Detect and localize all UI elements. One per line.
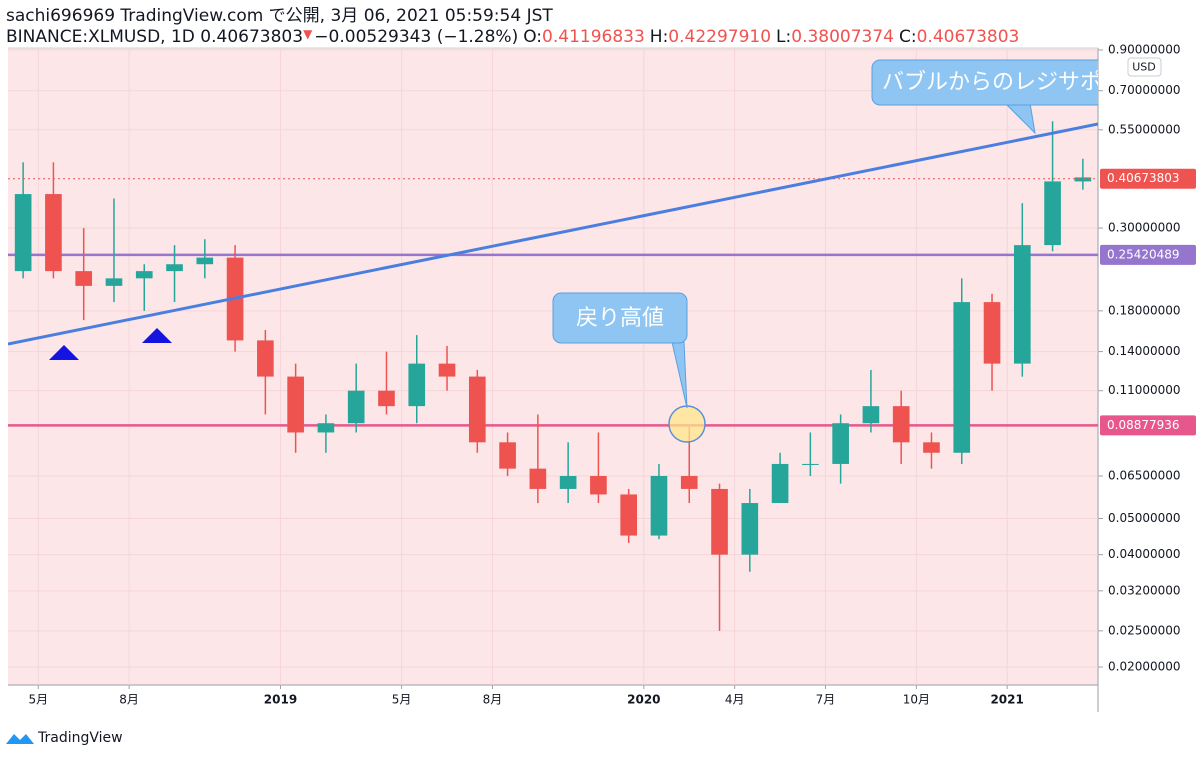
change: −0.00529343 (−1.28%) — [314, 27, 518, 47]
candle-body — [1074, 177, 1092, 182]
candle-body — [14, 194, 32, 272]
y-tick-label: 0.02500000 — [1108, 623, 1181, 637]
ohlc-label: O: — [523, 27, 542, 47]
header-line2: BINANCE:XLMUSD, 1D 0.40673803▼ −0.0052934… — [6, 27, 1019, 48]
ohlc-label: C: — [899, 27, 917, 47]
candle-body — [166, 264, 183, 272]
price-label-bg — [1100, 415, 1196, 436]
candle-body — [590, 475, 607, 495]
candle-body — [438, 363, 456, 377]
candle-body — [1013, 245, 1031, 364]
down-arrow: ▼ — [303, 27, 313, 41]
header-line1: sachi696969 TradingView.com で公開, 3月 06, … — [6, 6, 553, 26]
candle-body — [923, 442, 940, 453]
x-tick-label: 2021 — [990, 693, 1023, 707]
x-tick-label: 8月 — [483, 693, 503, 707]
x-tick-label: 10月 — [903, 693, 930, 707]
candle-body — [317, 423, 335, 433]
logo-icon — [6, 734, 34, 744]
candle-body — [680, 475, 698, 489]
x-tick-label: 7月 — [816, 693, 836, 707]
candle-body — [741, 503, 759, 555]
candle-body — [983, 302, 1001, 364]
annotation: 戻り高値 — [576, 306, 664, 331]
candle-body — [832, 423, 849, 464]
footer-logo[interactable]: TradingView — [37, 730, 123, 746]
marker-triangle — [49, 345, 79, 360]
y-tick-label: 0.55000000 — [1108, 122, 1181, 136]
candle-body — [559, 475, 577, 489]
ohlc-label: H: — [650, 27, 669, 47]
candle-body — [105, 278, 123, 286]
price-label: 0.25420489 — [1107, 247, 1180, 261]
candle-body — [802, 463, 819, 465]
y-tick-label: 0.14000000 — [1108, 344, 1181, 358]
callout-box — [871, 59, 1098, 106]
candle-body — [1044, 181, 1061, 246]
ohlc-value: 0.40673803 — [917, 27, 1020, 47]
currency: USD — [1132, 61, 1156, 74]
x-tick-label: 5月 — [28, 693, 48, 707]
ohlc-value: 0.38007374 — [791, 27, 894, 47]
y-tick-label: 0.18000000 — [1108, 303, 1181, 317]
candle-body — [620, 494, 638, 536]
x-tick-label: 5月 — [392, 693, 412, 707]
y-tick-label: 0.04000000 — [1108, 547, 1181, 561]
price-label: 0.40673803 — [1107, 171, 1180, 185]
y-tick-label: 0.06500000 — [1108, 468, 1181, 482]
x-tick-label: 8月 — [119, 693, 139, 707]
ohlc-value: 0.42297910 — [668, 27, 771, 47]
y-tick-label: 0.03200000 — [1108, 583, 1181, 597]
candle-body — [257, 340, 274, 377]
candle-body — [499, 442, 516, 469]
candle-body — [892, 406, 910, 443]
y-tick-label: 0.11000000 — [1108, 383, 1181, 397]
candle-body — [135, 271, 153, 279]
x-tick-label: 2019 — [264, 693, 297, 707]
symbol: BINANCE:XLMUSD, 1D 0.40673803 — [6, 27, 303, 47]
candle-body — [45, 194, 62, 272]
candle-body — [468, 376, 486, 443]
ohlc-label: L: — [776, 27, 791, 47]
x-tick-label: 2020 — [627, 693, 660, 707]
candle-body — [771, 463, 789, 504]
plot-background — [8, 48, 1098, 685]
price-label: 0.08877936 — [1107, 418, 1180, 432]
callout-box — [552, 292, 688, 344]
candle-body — [953, 302, 971, 453]
y-tick-label: 0.30000000 — [1108, 221, 1181, 235]
ohlc-value: 0.41196833 — [542, 27, 645, 47]
candle-body — [529, 468, 547, 489]
marker-triangle — [142, 328, 172, 343]
candle-body — [378, 390, 395, 407]
trend-line — [8, 122, 1098, 346]
candle-body — [408, 363, 426, 407]
highlight-circle — [668, 405, 706, 443]
x-tick-label: 4月 — [725, 693, 745, 707]
price-label-bg — [1100, 244, 1196, 265]
candle-body — [196, 257, 214, 265]
annotation: バブルからのレジサポ — [882, 70, 1102, 95]
candle-body — [650, 475, 668, 536]
y-tick-label: 0.70000000 — [1108, 83, 1181, 97]
candle-body — [347, 390, 365, 424]
candle-body — [862, 406, 880, 424]
candle-body — [711, 488, 728, 555]
y-tick-label: 0.05000000 — [1108, 511, 1181, 525]
price-label-bg — [1100, 168, 1196, 189]
y-tick-label: 0.90000000 — [1108, 42, 1181, 56]
candle-body — [287, 376, 304, 433]
candle-body — [75, 271, 93, 286]
y-tick-label: 0.02000000 — [1108, 660, 1181, 674]
currency-box — [1127, 57, 1162, 77]
